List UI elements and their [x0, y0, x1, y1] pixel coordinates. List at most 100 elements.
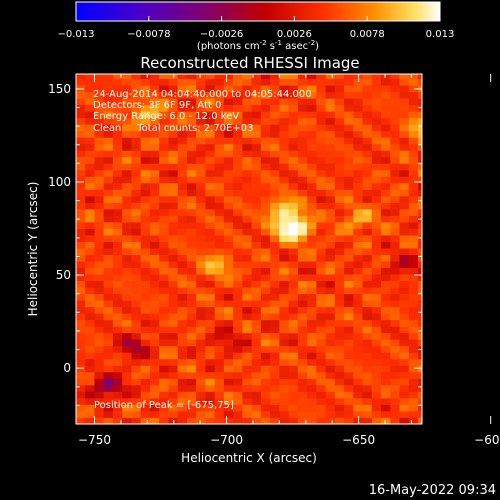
heatmap-cell [251, 410, 262, 418]
heatmap-cell [334, 176, 345, 184]
heatmap-cell [103, 404, 114, 412]
heatmap-cell [344, 326, 354, 334]
heatmap-cell [196, 156, 206, 164]
heatmap-cell [307, 222, 317, 229]
heatmap-cell [242, 85, 253, 93]
heatmap-cell [223, 163, 234, 171]
heatmap-cell [168, 378, 179, 386]
heatmap-cell [196, 371, 206, 379]
heatmap-cell [159, 124, 169, 132]
heatmap-cell [408, 248, 419, 255]
heatmap-cell [381, 313, 391, 321]
heatmap-cell [196, 208, 206, 216]
heatmap-cell [233, 182, 243, 190]
heatmap-cell [260, 202, 271, 210]
heatmap-cell [381, 404, 391, 412]
heatmap-cell [279, 235, 290, 242]
heatmap-cell [371, 358, 382, 366]
heatmap-cell [418, 378, 422, 386]
heatmap-cell [260, 352, 271, 360]
heatmap-cell [112, 300, 123, 308]
heatmap-cell [85, 248, 95, 255]
heatmap-cell [205, 111, 216, 119]
heatmap-cell [297, 189, 308, 197]
heatmap-cell [362, 326, 373, 334]
heatmap-cell [214, 293, 225, 301]
heatmap-cell [362, 189, 373, 197]
heatmap-cell [94, 202, 105, 210]
heatmap-cell [159, 313, 169, 321]
heatmap-cell [316, 228, 326, 236]
heatmap-cell [186, 98, 197, 106]
heatmap-cell [242, 280, 253, 288]
heatmap-cell [76, 280, 86, 288]
heatmap-cell [288, 326, 299, 334]
heatmap-cell [76, 345, 86, 353]
heatmap-cell [353, 111, 363, 119]
heatmap-cell [381, 124, 391, 132]
heatmap-cell [390, 241, 400, 249]
heatmap-cell [112, 215, 123, 223]
heatmap-cell [196, 280, 206, 288]
heatmap-cell [408, 371, 419, 379]
heatmap-cell [344, 261, 354, 269]
heatmap-cell [159, 137, 169, 145]
heatmap-cell [122, 378, 132, 386]
heatmap-cell [149, 306, 160, 314]
heatmap-cell [316, 365, 326, 373]
heatmap-cell [186, 241, 197, 249]
heatmap-cell [94, 169, 105, 177]
heatmap-cell [353, 391, 363, 399]
heatmap-cell [279, 274, 290, 282]
heatmap-cell [186, 417, 197, 424]
heatmap-cell [186, 371, 197, 379]
heatmap-cell [260, 182, 271, 190]
heatmap-cell [159, 319, 169, 327]
heatmap-cell [334, 215, 345, 223]
heatmap-cell [307, 176, 317, 184]
heatmap-cell [399, 371, 410, 379]
heatmap-cell [334, 156, 345, 164]
heatmap-cell [140, 208, 151, 216]
heatmap-cell [297, 306, 308, 314]
heatmap-cell [214, 202, 225, 210]
heatmap-cell [205, 365, 216, 373]
heatmap-cell [131, 326, 142, 334]
colorbar-tick-label: −0.013 [57, 29, 94, 40]
heatmap-cell [196, 91, 206, 99]
heatmap-cell [381, 365, 391, 373]
heatmap-cell [85, 287, 95, 295]
heatmap-cell [112, 74, 123, 80]
heatmap-cell [233, 267, 243, 275]
heatmap-cell [371, 228, 382, 236]
heatmap-cell [353, 98, 363, 106]
heatmap-cell [242, 404, 253, 412]
heatmap-cell [149, 417, 160, 424]
heatmap-cell [334, 404, 345, 412]
heatmap-cell [149, 404, 160, 412]
heatmap-cell [76, 78, 86, 86]
heatmap-cell [381, 143, 391, 151]
heatmap-cell [371, 117, 382, 125]
heatmap-cell [399, 111, 410, 119]
heatmap-cell [362, 98, 373, 106]
heatmap-cell [214, 98, 225, 106]
heatmap-cell [353, 78, 363, 86]
heatmap-cell [233, 241, 243, 249]
heatmap-cell [381, 267, 391, 275]
heatmap-cell [112, 280, 123, 288]
heatmap-cell [233, 248, 243, 255]
heatmap-cell [270, 98, 280, 106]
heatmap-cell [214, 117, 225, 125]
heatmap-cell [418, 332, 422, 340]
heatmap-cell [196, 195, 206, 203]
heatmap-cell [159, 91, 169, 99]
heatmap-cell [223, 397, 234, 405]
heatmap-cell [186, 280, 197, 288]
heatmap-cell [76, 293, 86, 301]
heatmap-cell [381, 222, 391, 229]
heatmap-cell [140, 163, 151, 171]
heatmap-cell [85, 404, 95, 412]
heatmap-cell [196, 384, 206, 392]
heatmap-cell [408, 143, 419, 151]
